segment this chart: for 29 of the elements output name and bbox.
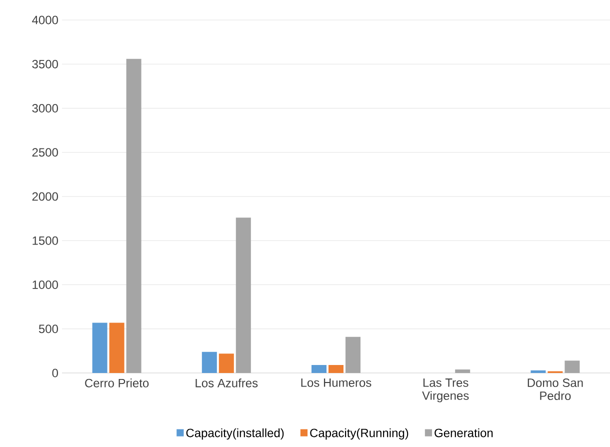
bar	[218, 354, 234, 373]
bar	[126, 58, 142, 373]
y-tick-label: 500	[38, 324, 58, 334]
y-tick-label: 3500	[32, 60, 58, 68]
bar	[564, 360, 580, 373]
x-tick-label: Cerro Prieto	[85, 378, 149, 388]
x-tick-label: Las Tres Virgenes	[422, 378, 469, 402]
x-tick-label: Los Azufres	[196, 378, 258, 388]
x-tick-label: Los Humeros	[301, 378, 372, 387]
y-tick-label: 2000	[32, 192, 58, 201]
legend-label: Generation	[434, 428, 493, 438]
legend-label: Capacity(Running)	[310, 428, 408, 440]
y-tick-label: 1000	[32, 280, 58, 289]
y-tick-label: 0	[52, 368, 58, 378]
y-tick-label: 4000	[32, 16, 58, 24]
legend-label: Capacity(installed)	[186, 428, 284, 440]
x-tick-label: Domo San Pedro	[528, 378, 583, 400]
bar	[202, 352, 217, 373]
bar	[312, 365, 326, 373]
bar	[109, 322, 124, 373]
bar	[328, 365, 344, 373]
y-tick-label: 2500	[32, 148, 58, 157]
bar	[530, 370, 546, 373]
bar	[455, 369, 470, 373]
bar	[92, 322, 108, 373]
y-tick-label: 3000	[32, 104, 58, 112]
y-tick-label: 1500	[32, 236, 58, 245]
bar	[346, 336, 361, 373]
bar	[236, 218, 251, 373]
